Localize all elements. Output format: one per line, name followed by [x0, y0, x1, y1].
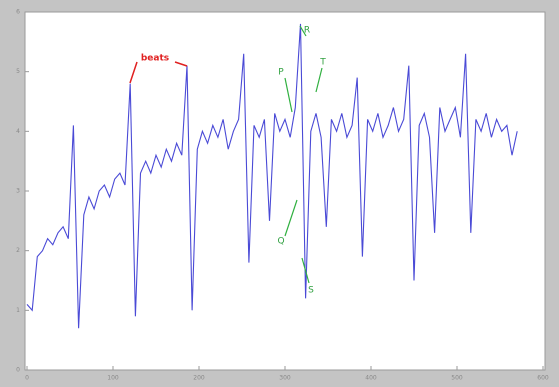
annotation: P [278, 68, 284, 78]
x-tick-label: 300 [279, 375, 291, 382]
marks [25, 11, 544, 371]
y-tick-label: 2 [16, 247, 20, 254]
plot-area [24, 11, 546, 371]
annotation: S [308, 286, 314, 296]
y-tick-label: 0 [16, 367, 20, 374]
annotation: T [319, 58, 326, 68]
annotation: Q [277, 237, 284, 247]
y-tick-label: 5 [16, 68, 20, 75]
y-tick-label: 3 [16, 188, 20, 195]
x-tick-label: 200 [193, 375, 205, 382]
x-tick-label: 400 [365, 375, 377, 382]
y-tick-label: 1 [16, 307, 20, 314]
ecg-line [26, 23, 518, 329]
x-tick-label: 0 [25, 375, 29, 382]
y-tick-label: 6 [16, 9, 20, 16]
x-tick-label: 100 [107, 375, 119, 382]
y-tick-label: 4 [16, 128, 20, 135]
annotation: R [304, 26, 310, 36]
beats-pointer [129, 61, 188, 84]
x-tick-label: 500 [451, 375, 463, 382]
annotation: beats [141, 54, 169, 64]
wave-pointers [284, 25, 323, 284]
x-tick-label: 600 [537, 375, 549, 382]
